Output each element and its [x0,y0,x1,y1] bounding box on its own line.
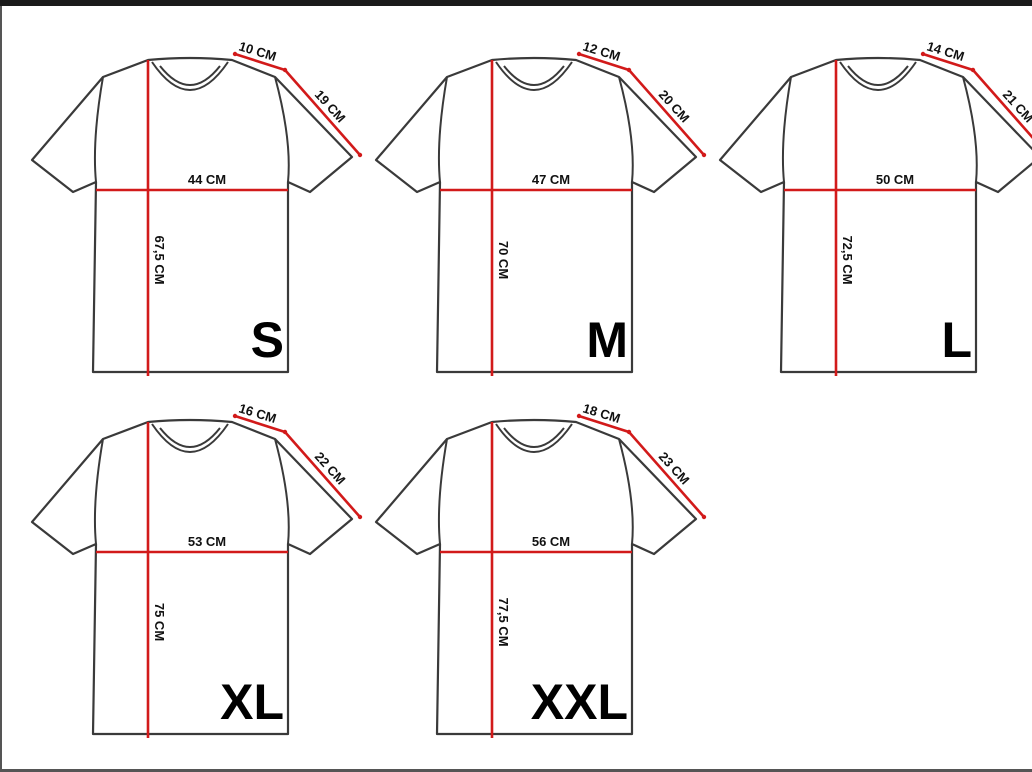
length-label: 75 CM [152,603,167,641]
measure-endpoint [232,51,238,57]
bottom-frame-line [0,769,1032,772]
measure-endpoint [701,152,707,158]
measure-endpoint [970,67,976,73]
sleeve-seam-left [93,76,104,183]
measure-endpoint [357,152,363,158]
measure-endpoint [701,514,707,520]
sleeve-line [628,69,705,156]
chest-label: 53 CM [188,534,226,549]
tshirt-outline [30,56,354,374]
tshirt-outline [718,56,1032,374]
sleeve-seam-left [437,76,448,183]
sleeve-seam-left [437,438,448,545]
length-label: 67,5 CM [152,235,167,284]
measure-endpoint [576,413,582,419]
tshirt-outline [30,418,354,736]
tshirt-outline [374,418,698,736]
collar [495,423,573,453]
sleeve-line [628,431,705,518]
length-label: 77,5 CM [496,597,511,646]
sleeve-seam-left [93,438,104,545]
neck-line [922,52,974,72]
measure-endpoint [357,514,363,520]
tshirt-outline [374,56,698,374]
chest-label: 56 CM [532,534,570,549]
sleeve-line [284,69,361,156]
measure-endpoint [282,67,288,73]
neck-line [234,414,286,434]
measure-endpoint [282,429,288,435]
sleeve-seam-right [274,438,290,545]
size-letter: S [251,312,284,368]
sleeve-seam-right [618,438,634,545]
measure-endpoint [626,67,632,73]
sleeve-seam-right [618,76,634,183]
length-label: 72,5 CM [840,235,855,284]
size-letter: XL [220,674,284,730]
neck-line [578,414,630,434]
sleeve-seam-left [781,76,792,183]
size-letter: L [941,312,972,368]
measure-endpoint [576,51,582,57]
neck-line [234,52,286,72]
collar [151,423,229,453]
measure-endpoint [626,429,632,435]
collar [151,61,229,91]
sleeve-seam-right [962,76,978,183]
left-frame-line [0,6,2,772]
sleeve-seam-right [274,76,290,183]
top-frame-bar [0,0,1032,6]
measure-endpoint [232,413,238,419]
collar [839,61,917,91]
size-letter: XXL [531,674,628,730]
size-letter: M [586,312,628,368]
chest-label: 47 CM [532,172,570,187]
sleeve-line [972,69,1032,139]
collar [495,61,573,91]
measure-endpoint [920,51,926,57]
chest-label: 44 CM [188,172,226,187]
chest-label: 50 CM [876,172,914,187]
sleeve-line [284,431,361,518]
neck-line [578,52,630,72]
length-label: 70 CM [496,241,511,279]
